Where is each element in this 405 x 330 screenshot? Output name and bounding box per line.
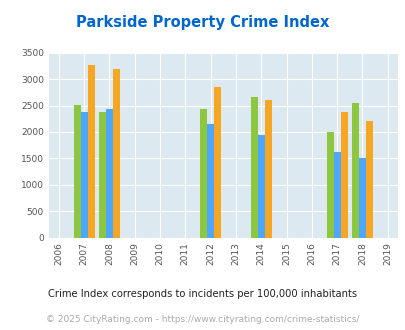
Bar bbox=[257, 135, 264, 238]
Bar bbox=[250, 97, 257, 238]
Bar bbox=[214, 86, 221, 238]
Text: © 2025 CityRating.com - https://www.cityrating.com/crime-statistics/: © 2025 CityRating.com - https://www.city… bbox=[46, 315, 359, 324]
Bar bbox=[340, 112, 347, 238]
Bar bbox=[113, 69, 120, 238]
Bar bbox=[365, 121, 372, 238]
Bar bbox=[358, 158, 365, 238]
Bar bbox=[200, 109, 207, 238]
Bar bbox=[207, 124, 214, 238]
Bar bbox=[81, 113, 87, 238]
Text: Crime Index corresponds to incidents per 100,000 inhabitants: Crime Index corresponds to incidents per… bbox=[48, 289, 357, 299]
Bar bbox=[106, 109, 113, 238]
Bar bbox=[98, 113, 106, 238]
Bar bbox=[351, 104, 358, 238]
Bar bbox=[73, 105, 81, 238]
Bar bbox=[87, 65, 94, 238]
Bar bbox=[264, 100, 271, 238]
Bar bbox=[326, 132, 333, 238]
Bar bbox=[333, 151, 340, 238]
Text: Parkside Property Crime Index: Parkside Property Crime Index bbox=[76, 15, 329, 30]
